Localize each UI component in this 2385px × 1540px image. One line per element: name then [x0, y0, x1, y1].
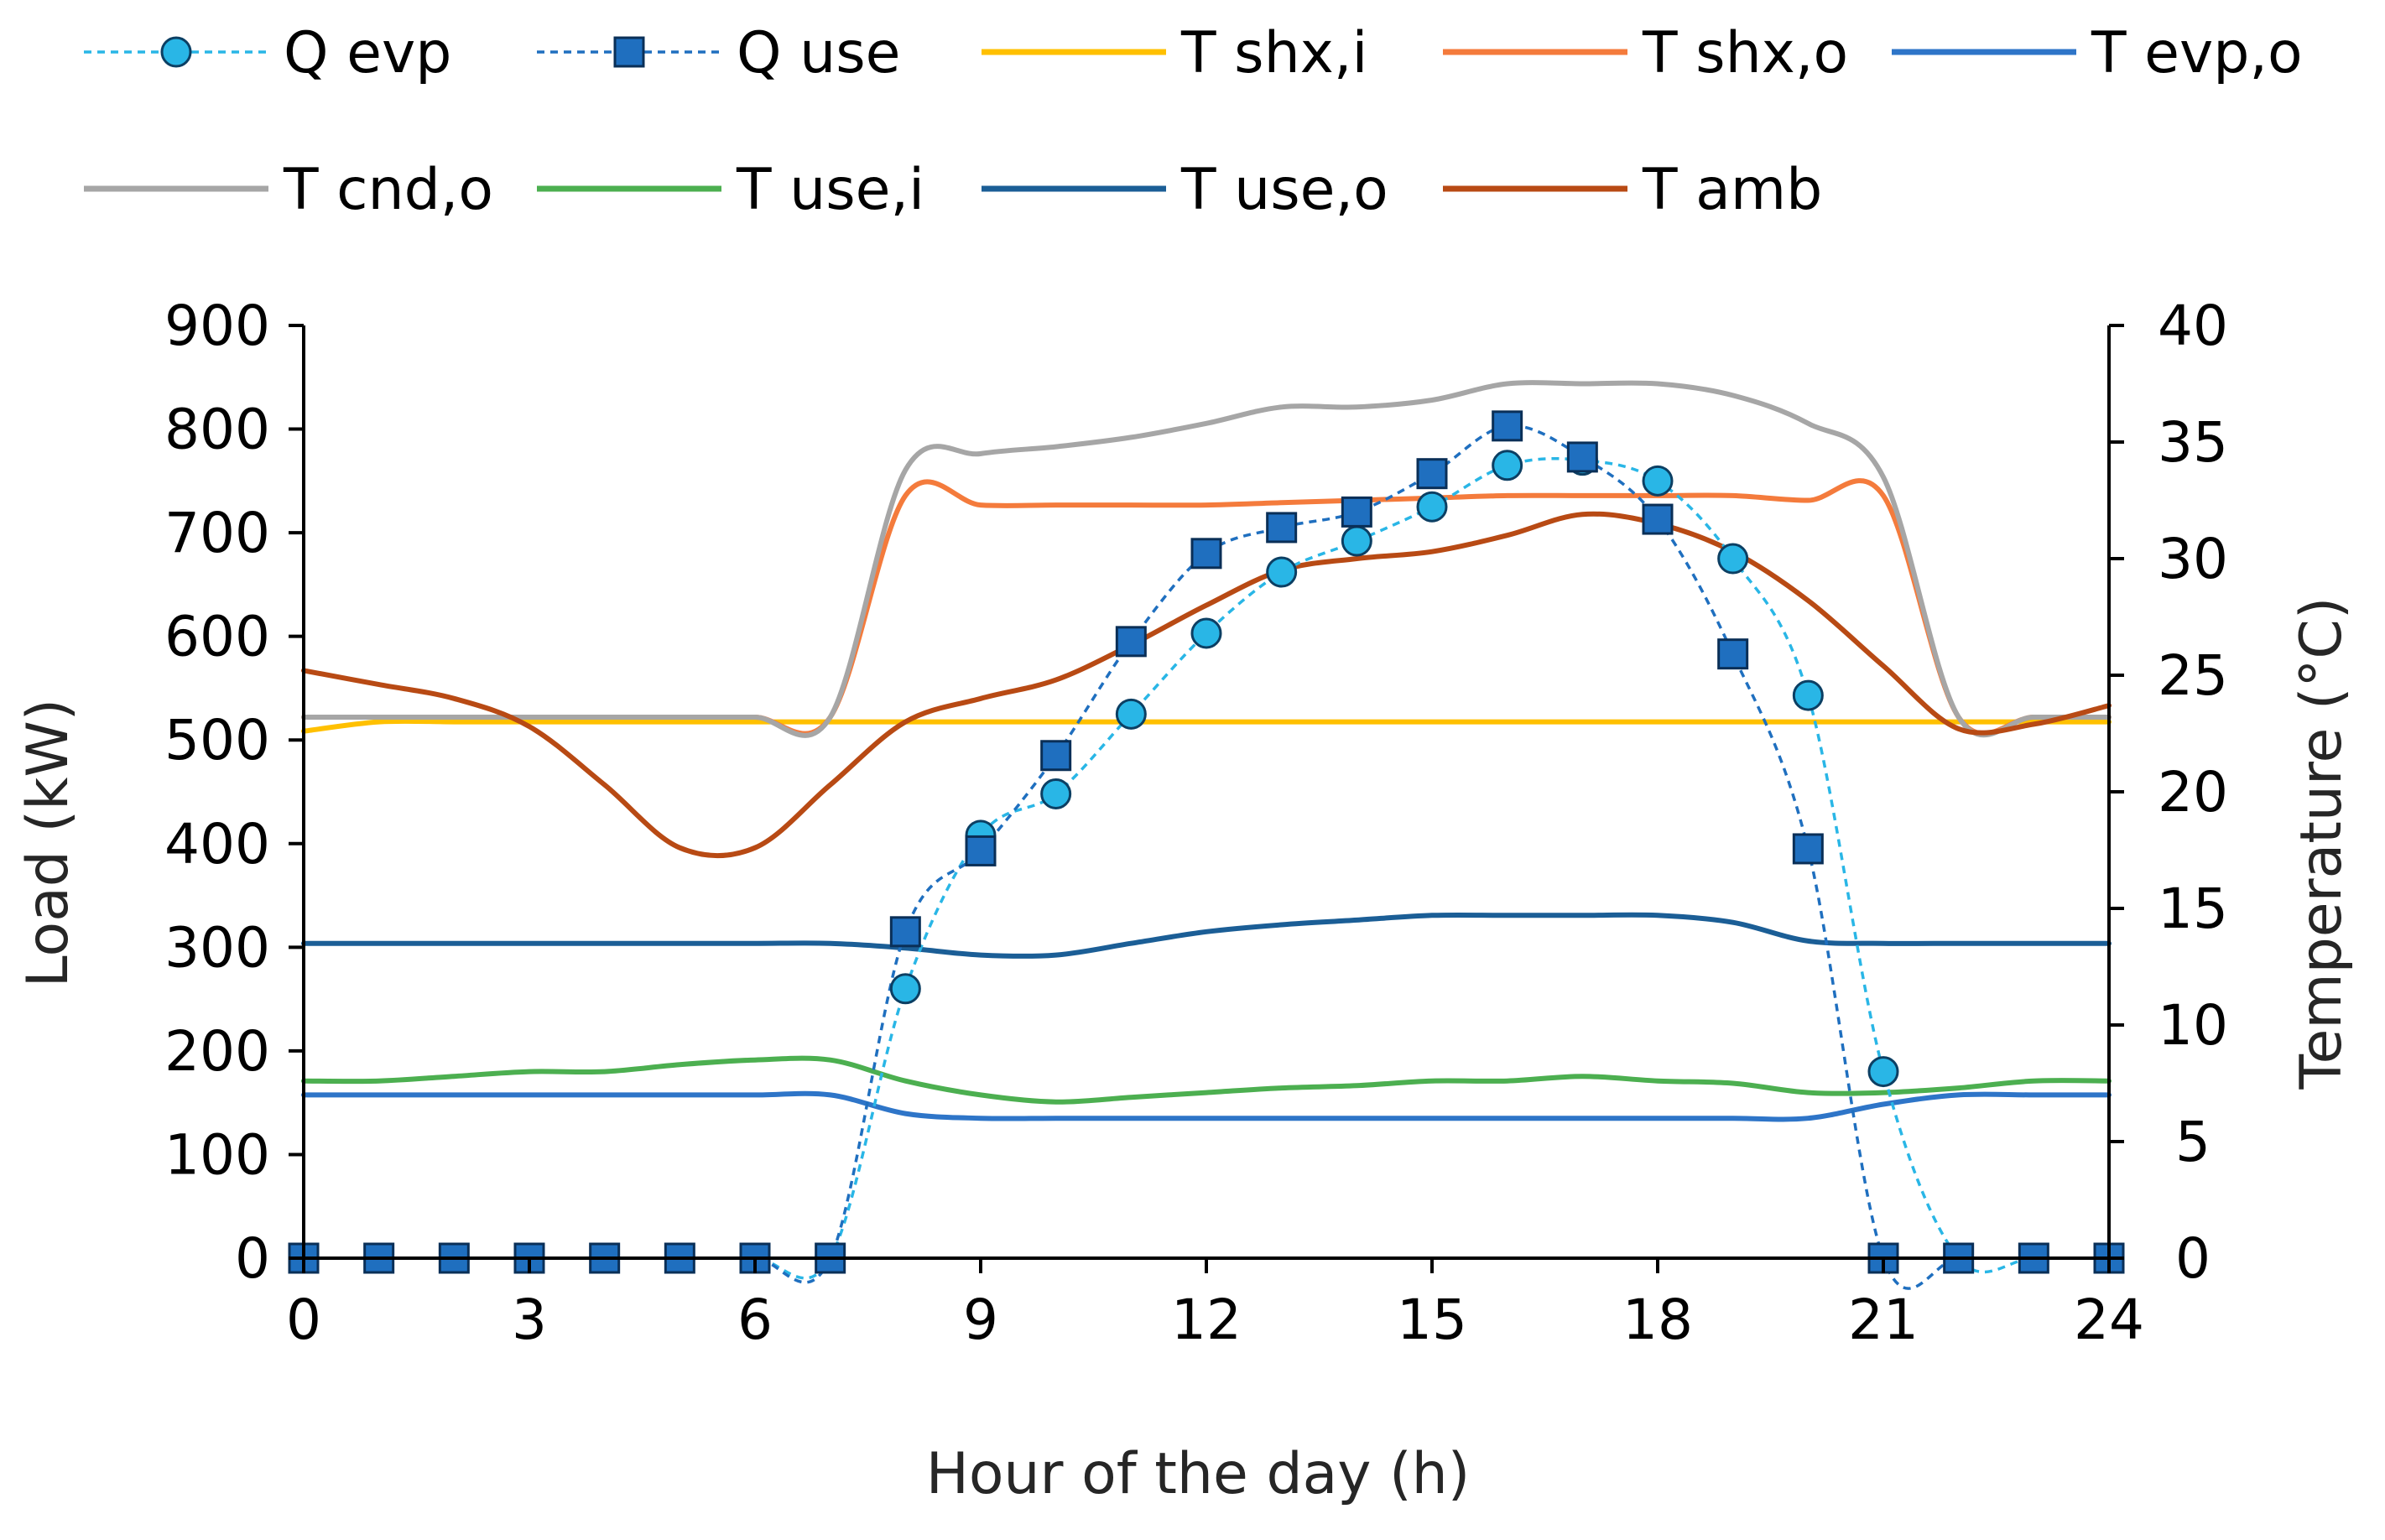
series-line-t-cnd-o: [301, 380, 2112, 738]
legend-item-t-shx-o: T shx,o: [1443, 20, 1848, 86]
data-point-q-evp: [1190, 617, 1222, 649]
data-point-q-use: [1115, 626, 1147, 658]
legend-label: Q use: [737, 20, 901, 86]
y2-tick-label: 0: [2175, 1226, 2211, 1291]
data-point-q-use: [1492, 410, 1523, 442]
x-tick-label: 24: [2074, 1288, 2144, 1352]
legend-item-q-use: Q use: [537, 20, 901, 86]
y-axis-label: Load (kW): [15, 699, 81, 987]
legend-label: T shx,i: [1180, 20, 1367, 86]
x-tick-label: 3: [512, 1288, 547, 1352]
data-point-q-use: [1566, 441, 1598, 473]
data-point-q-evp: [1642, 465, 1674, 497]
legend-item-t-amb: T amb: [1443, 157, 1822, 223]
data-point-q-use: [1642, 503, 1674, 535]
legend-item-t-use-o: T use,o: [982, 157, 1388, 223]
data-point-q-evp: [1792, 679, 1824, 711]
x-tick-label: 18: [1622, 1288, 1693, 1352]
legend-label: T evp,o: [2091, 20, 2303, 86]
y2-tick-label: 30: [2158, 527, 2228, 591]
y2-axis-label: Temperature (°C): [2289, 597, 2355, 1090]
y-tick-label: 600: [164, 605, 270, 669]
series-line-t-use-i: [301, 1055, 2112, 1105]
legend-item-t-cnd-o: T cnd,o: [84, 157, 493, 223]
data-point-q-use: [1190, 538, 1222, 570]
y2-tick-label: 35: [2158, 410, 2228, 475]
legend-marker: [160, 36, 192, 68]
x-tick-label: 0: [286, 1288, 321, 1352]
series-line-q-evp: [304, 457, 2109, 1280]
data-point-q-evp: [1341, 525, 1372, 557]
y-tick-label: 700: [164, 501, 270, 565]
legend-label: T cnd,o: [283, 157, 493, 223]
y-tick-label: 0: [235, 1226, 270, 1291]
legend-label: T use,o: [1180, 157, 1388, 223]
legend-label: T amb: [1642, 157, 1822, 223]
data-point-q-evp: [889, 973, 921, 1005]
data-point-q-evp: [1867, 1056, 1899, 1088]
legend-label: Q evp: [284, 20, 451, 86]
y-tick-label: 100: [164, 1122, 270, 1187]
y-tick-label: 800: [164, 398, 270, 462]
y-tick-label: 400: [164, 812, 270, 877]
y2-tick-label: 15: [2158, 877, 2228, 941]
data-point-q-use: [1266, 512, 1298, 544]
series-line-t-use-o: [301, 912, 2112, 959]
data-point-q-evp: [1115, 698, 1147, 730]
data-point-q-evp: [1416, 491, 1448, 523]
x-tick-label: 6: [737, 1288, 773, 1352]
x-tick-label: 15: [1397, 1288, 1467, 1352]
plot-area: [288, 380, 2125, 1290]
y-tick-label: 900: [164, 294, 270, 358]
data-point-q-use: [889, 916, 921, 948]
legend-item-q-evp: Q evp: [84, 20, 451, 86]
data-point-q-use: [1341, 496, 1372, 528]
data-point-q-use: [1717, 638, 1749, 670]
x-tick-label: 21: [1848, 1288, 1919, 1352]
data-point-q-use: [965, 835, 997, 866]
x-axis-label: Hour of the day (h): [926, 1441, 1471, 1507]
y2-tick-label: 25: [2158, 643, 2228, 708]
data-point-q-use: [1416, 458, 1448, 490]
axes: 0 3 6 9 12 15 18 21 2401002003004005006007008009…: [164, 294, 2228, 1352]
data-point-q-evp: [1266, 556, 1298, 588]
legend-label: T shx,o: [1642, 20, 1848, 86]
legend: Q evp Q use T shx,i T shx,o T evp,o T cnd,o T …: [84, 20, 2303, 223]
legend-label: T use,i: [736, 157, 924, 223]
y-tick-label: 200: [164, 1019, 270, 1084]
legend-marker: [613, 36, 645, 68]
data-point-q-evp: [1717, 543, 1749, 575]
data-point-q-use: [1040, 740, 1072, 772]
series-line-t-shx-i: [301, 718, 2112, 734]
data-point-q-use: [1792, 833, 1824, 865]
data-point-q-evp: [1040, 778, 1072, 809]
y2-tick-label: 5: [2175, 1110, 2211, 1174]
x-tick-label: 12: [1171, 1288, 1242, 1352]
y2-tick-label: 40: [2158, 294, 2228, 358]
legend-item-t-shx-i: T shx,i: [982, 20, 1367, 86]
legend-item-t-use-i: T use,i: [537, 157, 924, 223]
y2-tick-label: 10: [2158, 993, 2228, 1058]
legend-item-t-evp-o: T evp,o: [1892, 20, 2303, 86]
series-line-t-evp-o: [301, 1090, 2112, 1122]
x-tick-label: 9: [963, 1288, 998, 1352]
series-line-t-amb: [301, 511, 2112, 859]
y-tick-label: 500: [164, 708, 270, 773]
y2-tick-label: 20: [2158, 760, 2228, 825]
y-tick-label: 300: [164, 915, 270, 980]
data-point-q-evp: [1492, 450, 1523, 481]
